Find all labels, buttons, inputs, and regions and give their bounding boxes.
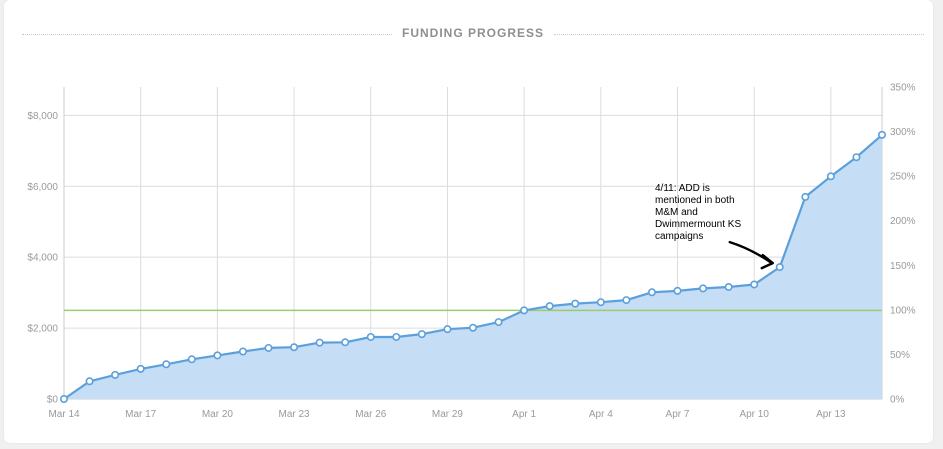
left-axis-tick-label: $4,000 — [27, 253, 58, 264]
right-axis-tick-label: 200% — [890, 216, 916, 227]
data-point — [596, 298, 605, 307]
annotation-line: M&M and — [655, 207, 698, 218]
annotation-line: mentioned in both — [655, 195, 735, 206]
data-point — [724, 282, 733, 291]
data-point — [750, 280, 759, 289]
data-point — [136, 364, 145, 373]
title-divider-right — [554, 34, 924, 35]
title-divider-left — [22, 34, 392, 35]
chart-title-row: FUNDING PROGRESS — [22, 24, 924, 44]
funding-area — [64, 134, 882, 399]
data-point — [545, 302, 554, 311]
left-axis-tick-label: $0 — [47, 395, 59, 406]
data-point — [494, 318, 503, 327]
left-axis-tick-label: $6,000 — [27, 182, 58, 193]
data-point — [520, 306, 529, 315]
right-axis-tick-label: 0% — [890, 395, 905, 406]
data-point — [187, 355, 196, 364]
right-axis-tick-label: 350% — [890, 83, 916, 94]
data-point — [111, 370, 120, 379]
data-point — [801, 192, 810, 201]
chart-title: FUNDING PROGRESS — [401, 26, 544, 40]
annotation-arrow-head — [760, 253, 774, 270]
data-point — [877, 130, 886, 139]
data-point — [59, 394, 68, 403]
right-axis-tick-label: 50% — [890, 350, 910, 361]
annotation-text: 4/11: ADD is mentioned in both M&M and D… — [655, 183, 785, 243]
annotation-line: 4/11: ADD is — [655, 183, 710, 194]
x-axis-tick-label: Mar 23 — [279, 409, 311, 420]
data-point — [443, 325, 452, 334]
data-point — [341, 338, 350, 347]
data-point — [622, 296, 631, 305]
annotation-arrow-shaft — [728, 240, 773, 265]
data-point — [213, 351, 222, 360]
x-axis-tick-label: Mar 17 — [125, 409, 157, 420]
x-axis-tick-label: Apr 13 — [816, 409, 846, 420]
data-point — [852, 153, 861, 162]
data-point — [290, 343, 299, 352]
x-axis-tick-label: Mar 14 — [48, 409, 80, 420]
data-point — [392, 332, 401, 341]
x-axis-tick-label: Apr 7 — [666, 409, 690, 420]
data-point — [571, 299, 580, 308]
x-axis-tick-label: Mar 26 — [355, 409, 387, 420]
data-point — [673, 286, 682, 295]
data-point — [315, 338, 324, 347]
annotation-line: Dwimmermount KS — [655, 219, 742, 230]
left-axis-tick-label: $8,000 — [27, 111, 58, 122]
left-axis-tick-label: $2,000 — [27, 324, 58, 335]
data-point — [162, 360, 171, 369]
x-axis-tick-label: Apr 1 — [512, 409, 536, 420]
data-point — [417, 330, 426, 339]
x-axis-tick-label: Mar 29 — [432, 409, 464, 420]
data-point — [647, 288, 656, 297]
right-axis-tick-label: 100% — [890, 305, 916, 316]
data-point — [775, 263, 784, 272]
x-axis-tick-label: Mar 20 — [202, 409, 234, 420]
data-point — [238, 347, 247, 356]
annotation-line: campaigns — [655, 231, 704, 242]
data-point — [699, 284, 708, 293]
data-point — [264, 343, 273, 352]
right-axis-tick-label: 150% — [890, 261, 916, 272]
x-axis-tick-label: Apr 10 — [739, 409, 769, 420]
right-axis-tick-label: 300% — [890, 127, 916, 138]
data-point — [85, 377, 94, 386]
x-axis-tick-label: Apr 4 — [589, 409, 613, 420]
data-point — [468, 323, 477, 332]
right-axis-tick-label: 250% — [890, 172, 916, 183]
data-point — [826, 172, 835, 181]
data-point — [366, 332, 375, 341]
